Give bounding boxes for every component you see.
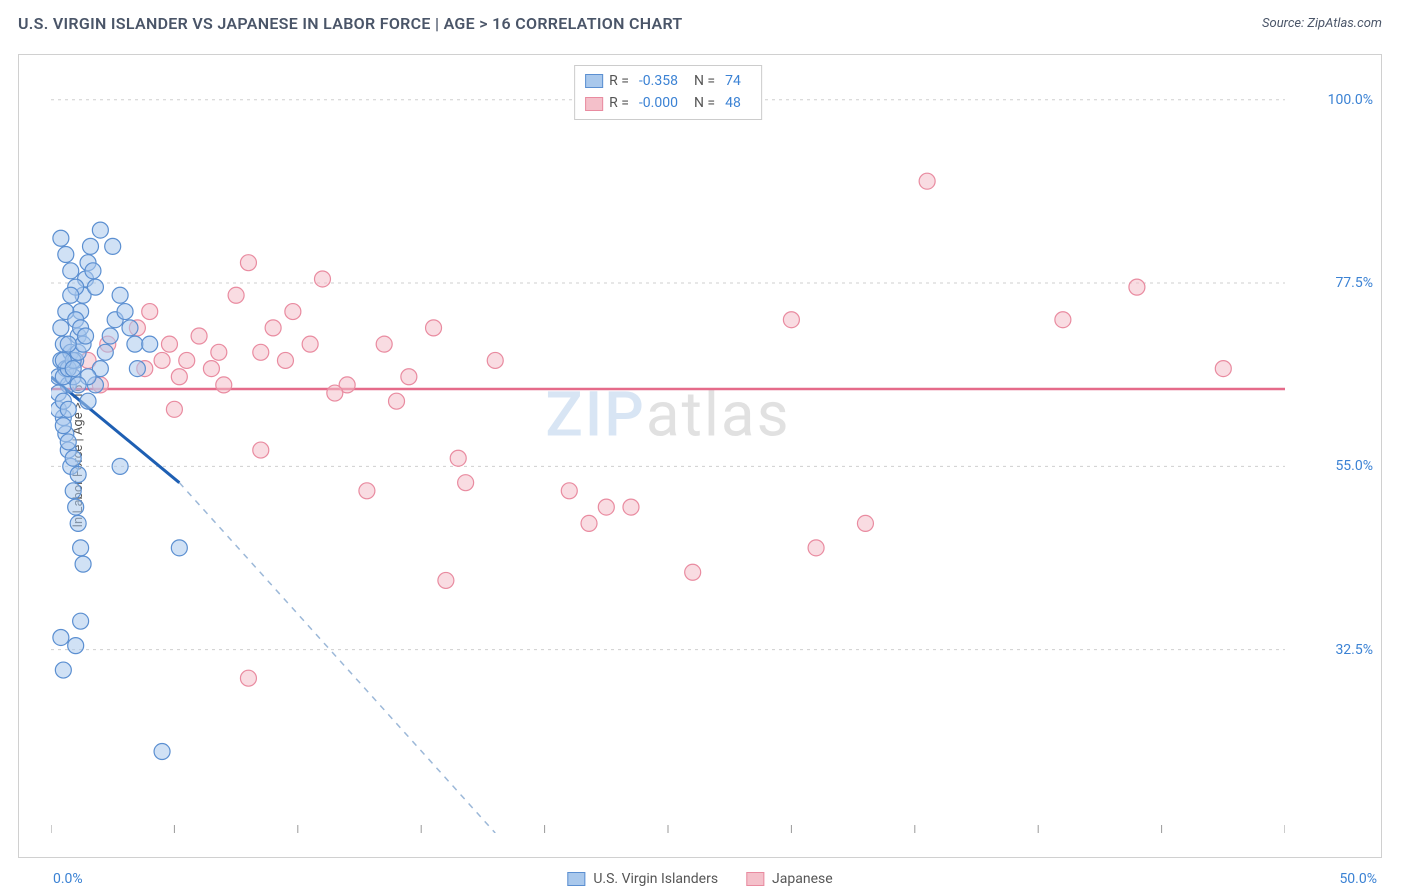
legend-n-label: N =: [694, 70, 715, 92]
y-tick-label: 77.5%: [1335, 275, 1373, 291]
legend-item-usvi: U.S. Virgin Islanders: [567, 871, 718, 887]
legend-series: U.S. Virgin Islanders Japanese: [567, 871, 832, 887]
legend-swatch-usvi: [585, 74, 603, 88]
plot-svg: [51, 59, 1285, 833]
y-tick-label: 100.0%: [1328, 92, 1373, 108]
chart-container: In Labor Force | Age > 16 ZIPatlas R = -…: [18, 54, 1382, 858]
legend-label-japanese: Japanese: [772, 871, 833, 887]
legend-n-japanese: 48: [725, 92, 741, 114]
legend-swatch-japanese: [585, 97, 603, 111]
plot-area: ZIPatlas R = -0.358 N = 74 R = -0.000 N …: [51, 59, 1285, 833]
legend-label-usvi: U.S. Virgin Islanders: [593, 871, 718, 887]
legend-swatch-usvi-bottom: [567, 872, 585, 886]
legend-r-label: R =: [609, 70, 629, 92]
chart-source: Source: ZipAtlas.com: [1262, 16, 1382, 31]
legend-item-japanese: Japanese: [746, 871, 833, 887]
x-axis-min-label: 0.0%: [53, 871, 83, 887]
legend-r-label: R =: [609, 92, 629, 114]
legend-r-usvi: -0.358: [639, 70, 678, 92]
legend-correlation: R = -0.358 N = 74 R = -0.000 N = 48: [574, 65, 762, 120]
legend-n-usvi: 74: [725, 70, 741, 92]
chart-title: U.S. VIRGIN ISLANDER VS JAPANESE IN LABO…: [18, 14, 683, 33]
x-axis-max-label: 50.0%: [1339, 871, 1377, 887]
chart-header: U.S. VIRGIN ISLANDER VS JAPANESE IN LABO…: [0, 0, 1406, 43]
legend-r-japanese: -0.000: [639, 92, 678, 114]
legend-row-japanese: R = -0.000 N = 48: [585, 92, 751, 114]
legend-row-usvi: R = -0.358 N = 74: [585, 70, 751, 92]
y-tick-label: 55.0%: [1335, 458, 1373, 474]
legend-n-label: N =: [694, 92, 715, 114]
legend-swatch-japanese-bottom: [746, 872, 764, 886]
y-tick-label: 32.5%: [1335, 642, 1373, 658]
